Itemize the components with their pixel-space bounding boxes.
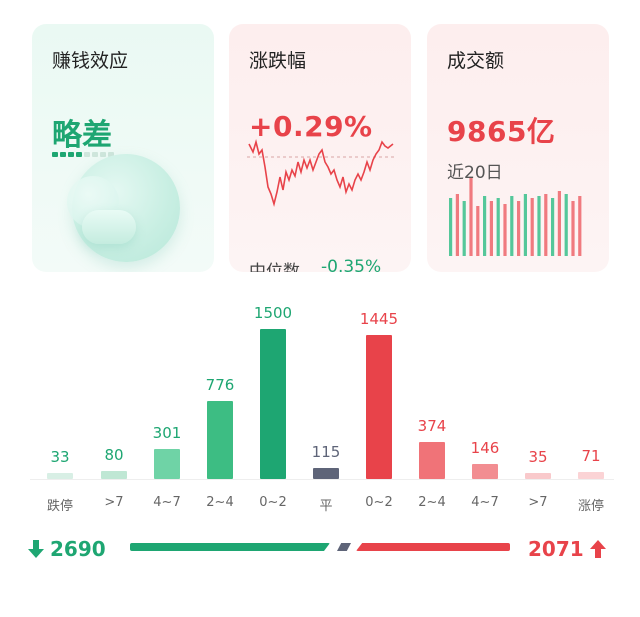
distribution-value-label: 301: [152, 423, 182, 442]
distribution-value-label: 35: [528, 448, 548, 466]
distribution-bar: [472, 464, 498, 479]
distribution-category-label: 2~4: [206, 495, 234, 510]
profit-effect-meter: [52, 152, 114, 157]
distribution-bar: [260, 329, 286, 479]
turnover-title: 成交额: [447, 50, 505, 72]
up-count: 2071: [528, 537, 584, 561]
meter-segment: [76, 152, 82, 157]
distribution-value-label: 374: [417, 416, 447, 435]
meter-segment: [100, 152, 106, 157]
mini-turnover-bar: [496, 198, 500, 256]
profit-effect-title: 赚钱效应: [52, 50, 129, 72]
distribution-bar: [313, 467, 339, 479]
distribution-category-label: 跌停: [46, 499, 73, 514]
meter-segment: [60, 152, 66, 157]
distribution-value-label: 80: [104, 446, 124, 464]
mini-turnover-bar: [510, 196, 514, 256]
flat-ratio-bar: [337, 543, 351, 551]
mini-turnover-bar: [557, 191, 561, 256]
distribution-bar: [578, 471, 604, 479]
distribution-category-label: 平: [319, 499, 333, 514]
distribution-value-label: 115: [311, 442, 341, 461]
down-count-group: 2690: [28, 537, 106, 561]
profit-effect-value: 略差: [52, 118, 112, 153]
meter-segment: [84, 152, 90, 157]
distribution-category-label: 涨停: [577, 499, 604, 514]
down-ratio-bar: [130, 543, 330, 551]
meter-segment: [68, 152, 74, 157]
distribution-category-label: 4~7: [153, 495, 181, 510]
change-card[interactable]: 涨跌幅 +0.29% 中位数 -0.35%: [229, 24, 411, 272]
mini-turnover-bar: [517, 201, 521, 256]
change-value: +0.29%: [249, 110, 373, 143]
mini-turnover-bar: [462, 201, 466, 256]
median-value: -0.35%: [321, 257, 382, 272]
mini-turnover-bar: [483, 196, 487, 256]
mini-turnover-bar: [455, 194, 459, 256]
distribution-bar: [207, 401, 233, 479]
distribution-value-label: 146: [470, 439, 500, 458]
turnover-mini-bars: [449, 178, 582, 256]
profit-effect-card[interactable]: 赚钱效应 略差: [32, 24, 214, 272]
arrow-down-icon: [28, 540, 44, 558]
distribution-category-label: 0~2: [365, 495, 393, 510]
distribution-bar: [419, 441, 445, 479]
mini-turnover-bar: [551, 198, 555, 256]
meter-segment: [108, 152, 114, 157]
mini-turnover-bar: [449, 198, 453, 256]
arrow-up-icon: [589, 540, 606, 558]
up-count-group: 2071: [528, 537, 606, 561]
mini-turnover-bar: [489, 201, 493, 256]
turnover-value: 9865亿: [447, 115, 556, 148]
meter-segment: [92, 152, 98, 157]
distribution-value-label: 1500: [253, 304, 293, 322]
meter-segment: [52, 152, 58, 157]
mini-turnover-bar: [564, 194, 568, 256]
mini-turnover-bar: [476, 206, 480, 256]
chart-baseline: [30, 479, 614, 480]
distribution-category-label: 0~2: [259, 495, 287, 510]
mini-turnover-bar: [537, 196, 541, 256]
mini-turnover-bar: [503, 204, 507, 256]
distribution-value-label: 71: [581, 446, 601, 465]
change-title: 涨跌幅: [249, 50, 307, 72]
mini-turnover-bar: [469, 178, 473, 256]
distribution-value-label: 776: [205, 376, 235, 395]
median-label: 中位数: [249, 262, 300, 272]
distribution-bar: [101, 471, 127, 479]
mini-turnover-bar: [571, 201, 575, 256]
turnover-period: 近20日: [447, 163, 503, 183]
down-count: 2690: [50, 537, 106, 561]
distribution-category-label: 4~7: [471, 495, 499, 510]
distribution-value-label: 1445: [359, 309, 399, 328]
mini-turnover-bar: [578, 196, 582, 256]
intraday-line-chart: [247, 138, 397, 208]
distribution-value-label: 33: [50, 448, 70, 466]
cloud-decoration: [82, 210, 136, 244]
mini-turnover-bar: [544, 194, 548, 256]
distribution-bar: [154, 448, 180, 479]
distribution-bar: [366, 334, 392, 479]
distribution-category-label: 2~4: [418, 495, 446, 510]
turnover-card[interactable]: 成交额 9865亿 近20日: [427, 24, 609, 272]
up-ratio-bar: [356, 543, 510, 551]
mini-turnover-bar: [530, 198, 534, 256]
distribution-category-label: >7: [528, 495, 548, 510]
distribution-category-label: >7: [104, 495, 124, 510]
mini-turnover-bar: [523, 194, 527, 256]
